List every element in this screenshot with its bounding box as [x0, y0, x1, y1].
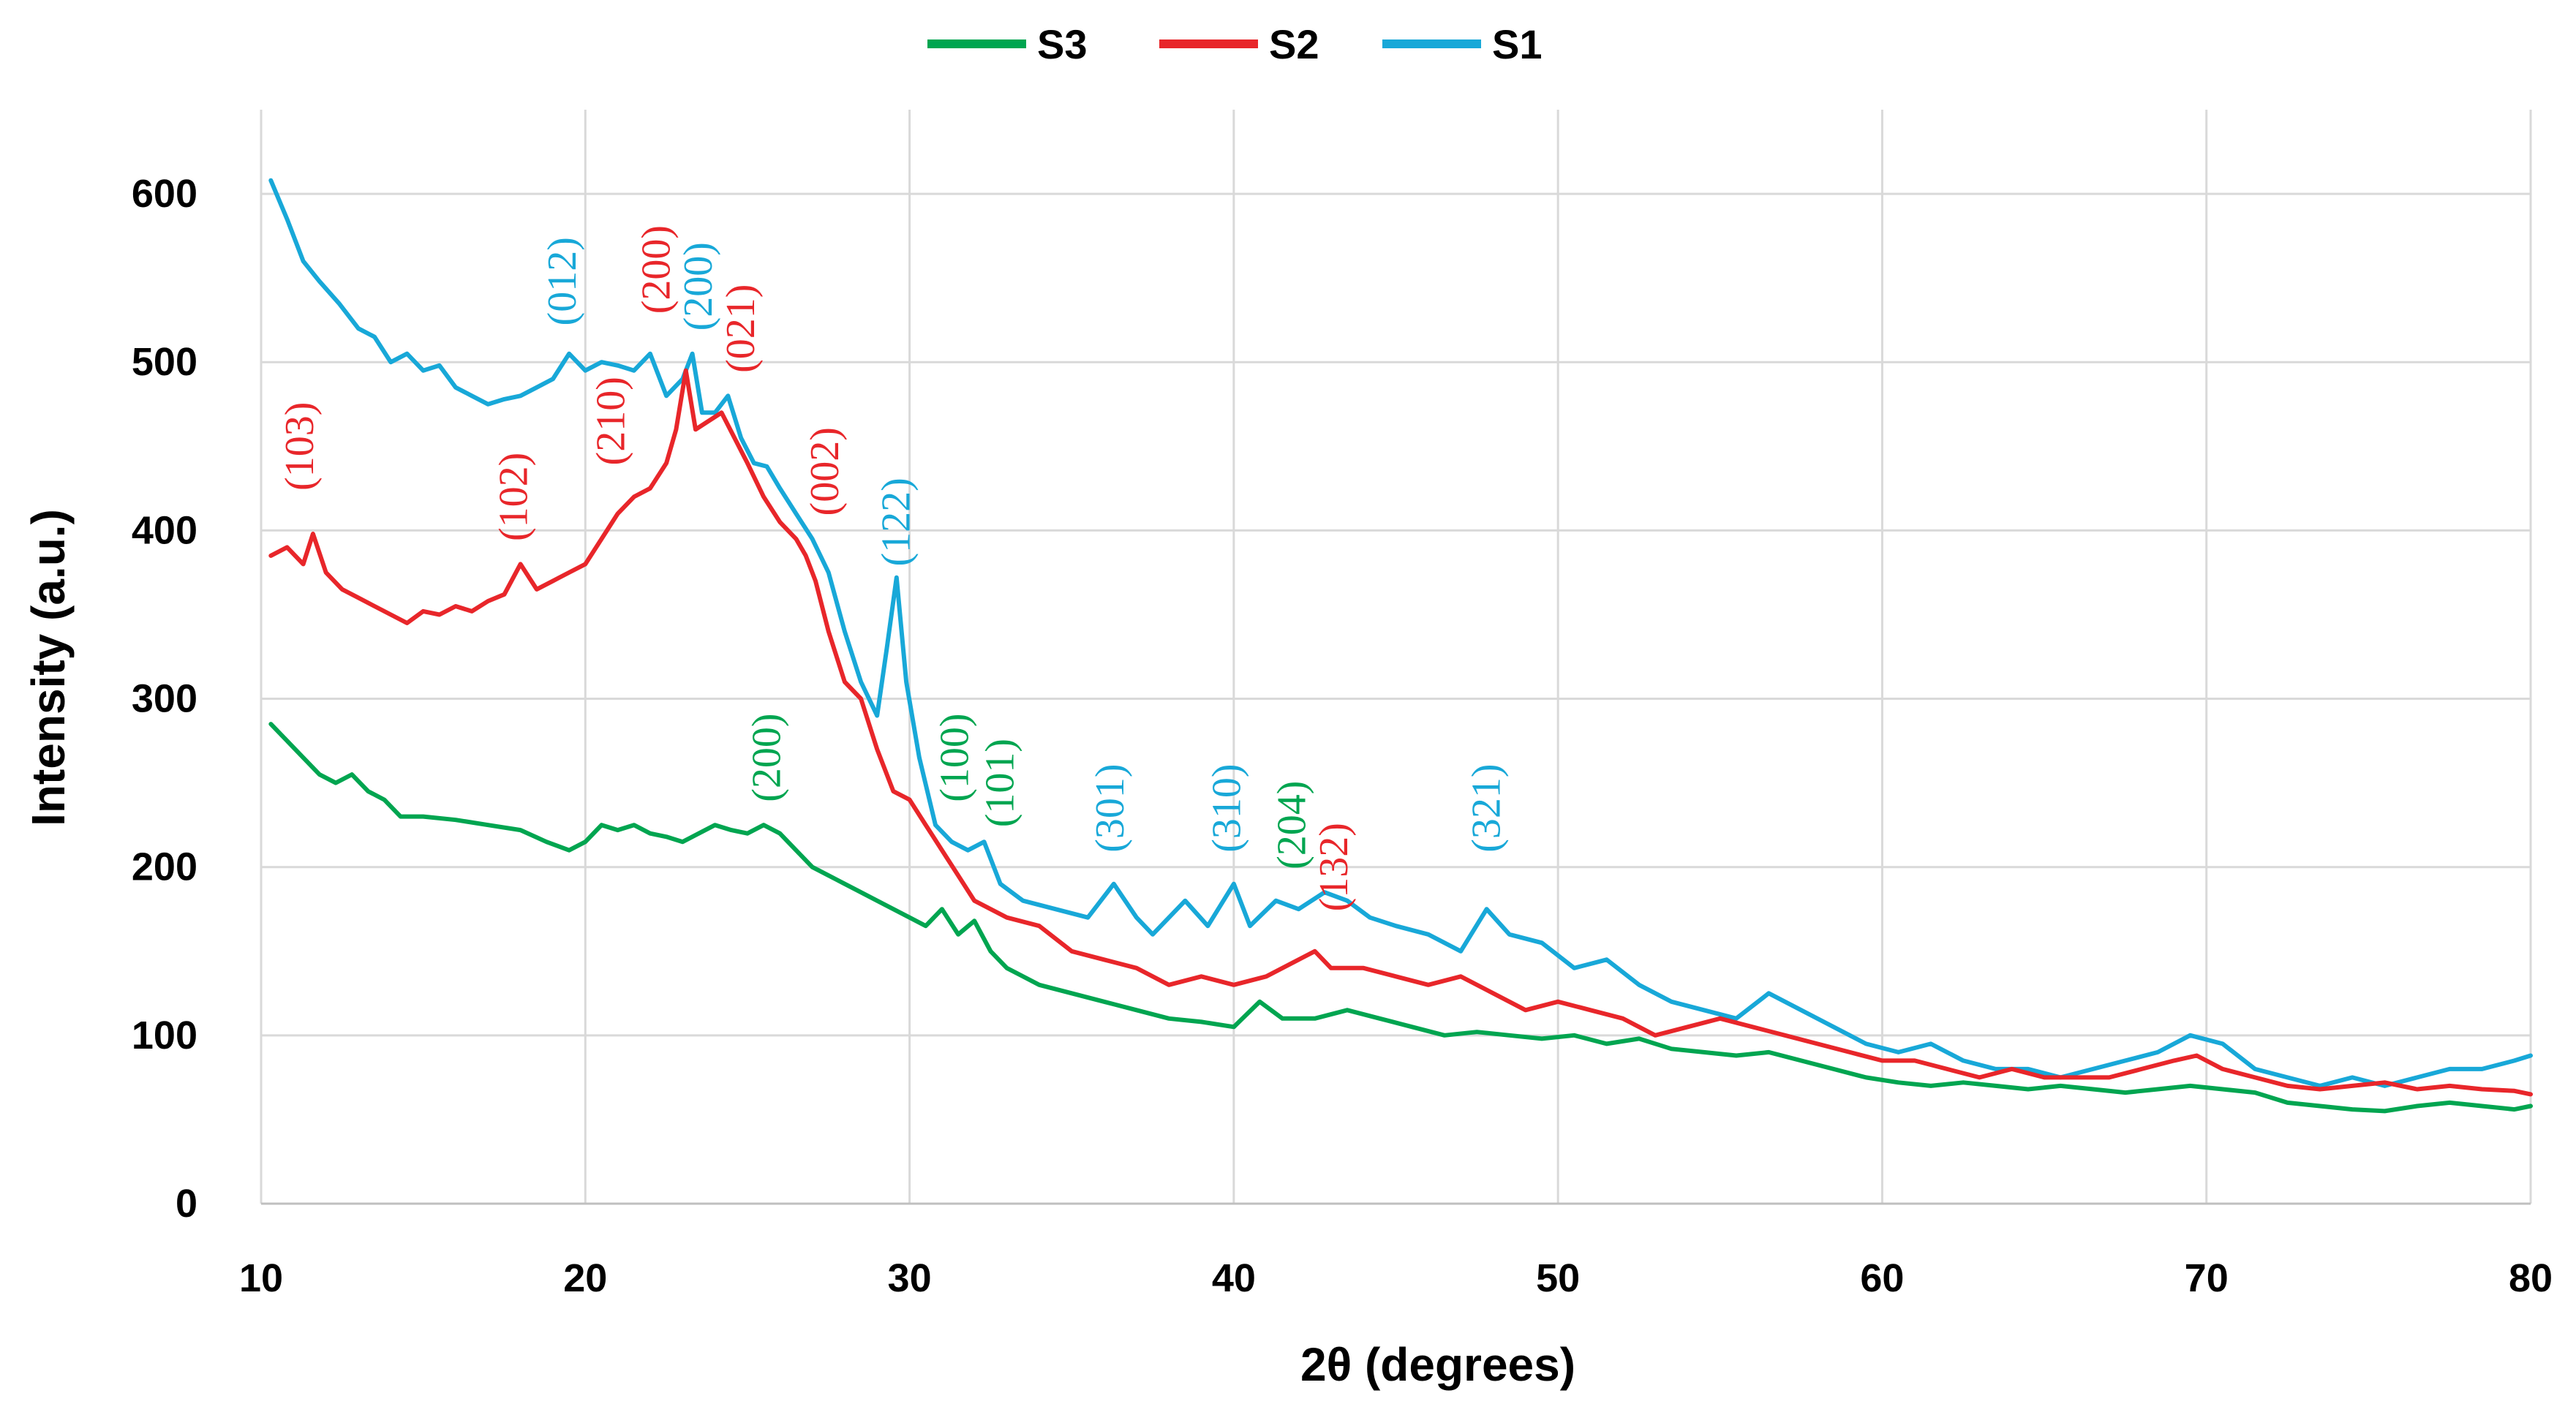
y-axis-ticks: 0 100 200 300 400 500 600	[132, 172, 197, 1226]
y-tick-label-500: 500	[132, 340, 197, 384]
peak-label-11: (101)	[977, 739, 1023, 827]
series-line-s2	[268, 368, 2533, 1097]
y-tick-label-200: 200	[132, 845, 197, 889]
legend-label-s2: S2	[1269, 21, 1319, 67]
peak-label-3: (210)	[589, 377, 634, 465]
peak-label-4: (200)	[634, 225, 679, 314]
x-axis-ticks: 10 20 30 40 50 60 70 80	[239, 1256, 2553, 1300]
peak-label-2: (012)	[540, 237, 585, 325]
y-tick-label-300: 300	[132, 677, 197, 721]
y-tick-label-400: 400	[132, 508, 197, 552]
peak-label-1: (102)	[492, 453, 537, 541]
peak-label-13: (310)	[1205, 763, 1250, 852]
series-group	[268, 178, 2533, 1114]
legend-label-s1: S1	[1492, 21, 1543, 67]
peak-label-6: (021)	[718, 284, 764, 373]
y-tick-label-0: 0	[176, 1182, 197, 1226]
x-tick-label-50: 50	[1536, 1256, 1580, 1300]
x-tick-label-60: 60	[1860, 1256, 1904, 1300]
y-tick-label-600: 600	[132, 172, 197, 216]
gridlines	[260, 110, 2532, 1204]
x-tick-label-80: 80	[2509, 1256, 2553, 1300]
peak-label-9: (200)	[744, 713, 789, 801]
peak-label-12: (301)	[1088, 763, 1133, 852]
peak-annotations: (103)(102)(012)(210)(200)(200)(021)(002)…	[277, 225, 1509, 911]
series-line-s3	[268, 722, 2533, 1114]
peak-label-15: (132)	[1311, 823, 1357, 911]
legend-label-s3: S3	[1037, 21, 1088, 67]
x-tick-label-40: 40	[1212, 1256, 1256, 1300]
peak-label-0: (103)	[277, 402, 323, 491]
peak-label-16: (321)	[1464, 763, 1509, 852]
y-axis-title: Intensity (a.u.)	[22, 509, 75, 826]
peak-label-10: (100)	[932, 713, 977, 801]
peak-label-8: (122)	[874, 478, 919, 566]
peak-label-7: (002)	[802, 427, 848, 516]
x-tick-label-30: 30	[888, 1256, 932, 1300]
x-tick-label-20: 20	[563, 1256, 607, 1300]
x-tick-label-70: 70	[2185, 1256, 2229, 1300]
y-tick-label-100: 100	[132, 1014, 197, 1057]
legend: S3 S2 S1	[927, 21, 1543, 67]
peak-label-14: (204)	[1269, 781, 1314, 869]
x-axis-title: 2θ (degrees)	[1300, 1338, 1575, 1391]
x-tick-label-10: 10	[239, 1256, 283, 1300]
peak-label-5: (200)	[676, 242, 721, 331]
